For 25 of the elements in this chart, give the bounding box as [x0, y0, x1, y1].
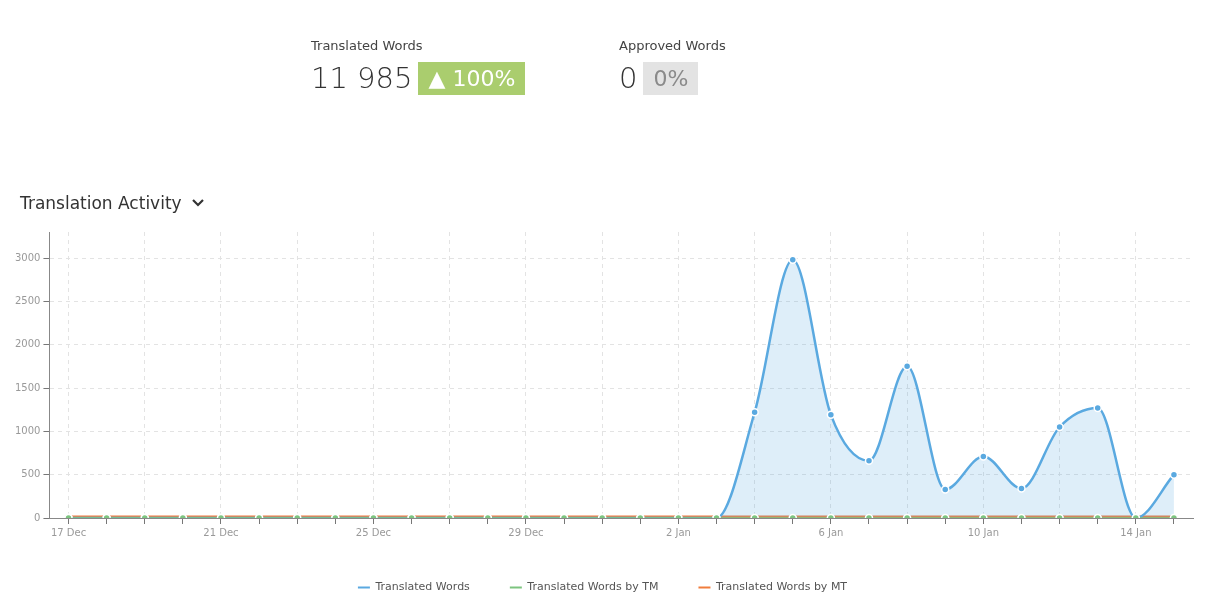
x-tick-label: 10 Jan — [967, 526, 1000, 538]
x-tick-label: 2 Jan — [665, 526, 691, 538]
legend-label: Translated Words — [374, 580, 471, 594]
y-tick-label: 0 — [34, 511, 41, 523]
text: 11 985 — [311, 61, 413, 95]
x-tick-label: 25 Dec — [355, 526, 392, 538]
x-tick-label: 29 Dec — [508, 526, 544, 538]
chart-title: Translation Activity — [20, 193, 182, 213]
y-tick-label: 2000 — [15, 338, 41, 350]
legend-label: Translated Words by TM — [526, 580, 659, 594]
y-tick-label: 2500 — [15, 294, 41, 306]
y-tick-label: 3000 — [15, 251, 41, 263]
y-tick-label: 500 — [21, 468, 41, 480]
y-tick-label: 1000 — [15, 424, 41, 436]
x-tick-label: 6 Jan — [818, 526, 844, 538]
text: Translated Words — [311, 38, 424, 53]
legend-label: Translated Words by MT — [714, 580, 848, 594]
text: 0 — [619, 61, 638, 95]
y-tick-label: 1500 — [15, 381, 41, 393]
x-tick-label: 17 Dec — [50, 526, 87, 538]
text: Approved Words — [619, 38, 726, 53]
x-tick-label: 21 Dec — [203, 526, 239, 538]
x-tick-label: 14 Jan — [1120, 526, 1152, 538]
text: 0% — [643, 61, 699, 95]
text: ▲ 100% — [418, 61, 526, 95]
